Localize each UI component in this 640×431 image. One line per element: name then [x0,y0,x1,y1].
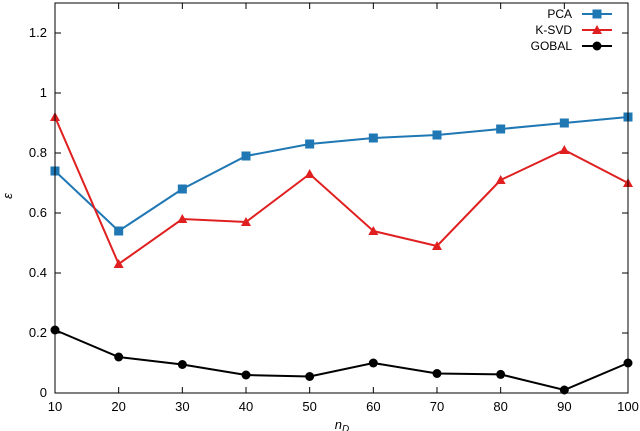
data-point-k-svd [113,259,124,268]
x-tick-label: 50 [302,399,316,414]
data-point-gobal [496,369,506,379]
labels-layer: 10 20 30 40 50 60 70 80 90 100 0 0.2 0.4 0.6 0.8 1 1.2 [29,25,639,414]
data-point-pca [177,184,187,194]
legend: PCA K-SVD GOBAL [531,7,612,53]
y-tick-label: 0.2 [29,325,47,340]
y-tick-label: 1 [40,85,47,100]
x-tick-label: 20 [111,399,125,414]
legend-swatch-marker [592,25,602,34]
y-tick-label: 1.2 [29,25,47,40]
legend-item-gobal: GOBAL [531,39,612,53]
data-point-pca [559,118,569,128]
data-point-gobal [368,358,378,368]
series-gobal [50,325,633,395]
data-point-pca [305,139,315,149]
x-axis-title: nD [335,417,349,431]
series-k-svd [50,112,633,268]
y-tick-label: 0.4 [29,265,47,280]
series-layer [50,112,633,395]
x-tick-label: 60 [366,399,380,414]
legend-label: GOBAL [531,39,573,53]
x-tick-label: 10 [48,399,62,414]
data-point-k-svd [559,145,570,154]
y-tick-label: 0.6 [29,205,47,220]
data-point-gobal [305,372,315,381]
legend-swatch-marker [592,41,602,51]
x-tick-label: 80 [493,399,507,414]
x-tick-label: 100 [617,399,639,414]
data-point-gobal [241,370,251,380]
data-point-pca [241,151,251,161]
plot-frame [54,2,629,394]
x-tick-label: 90 [557,399,571,414]
series-pca [50,112,633,236]
data-point-k-svd [177,214,188,223]
legend-item-pca: PCA [547,7,612,21]
ticks-layer [54,3,629,394]
data-point-gobal [559,385,569,395]
y-tick-label: 0.8 [29,145,47,160]
data-point-pca [432,130,442,140]
data-point-gobal [432,369,442,378]
x-tick-label: 70 [430,399,444,414]
y-tick-label: 0 [40,385,47,400]
series-line-k-svd [54,116,629,266]
data-point-pca [114,226,124,236]
y-axis-title: ε [0,193,15,199]
data-point-gobal [177,360,187,369]
x-tick-label: 40 [239,399,253,414]
legend-label: K-SVD [535,23,572,37]
data-point-k-svd [432,241,442,250]
data-point-k-svd [368,226,379,235]
data-point-k-svd [304,169,315,178]
data-point-k-svd [241,217,251,226]
x-axis-title-main: n [335,417,342,431]
data-point-pca [368,133,378,143]
legend-label: PCA [547,7,572,21]
legend-swatch-marker [592,9,602,19]
x-axis-title-sub: D [342,424,349,431]
legend-item-k-svd: K-SVD [535,23,612,37]
x-tick-label: 30 [175,399,189,414]
data-point-k-svd [495,175,506,184]
series-line-gobal [54,329,629,392]
data-point-gobal [114,352,124,362]
series-line-pca [54,116,629,233]
data-point-pca [496,124,506,134]
